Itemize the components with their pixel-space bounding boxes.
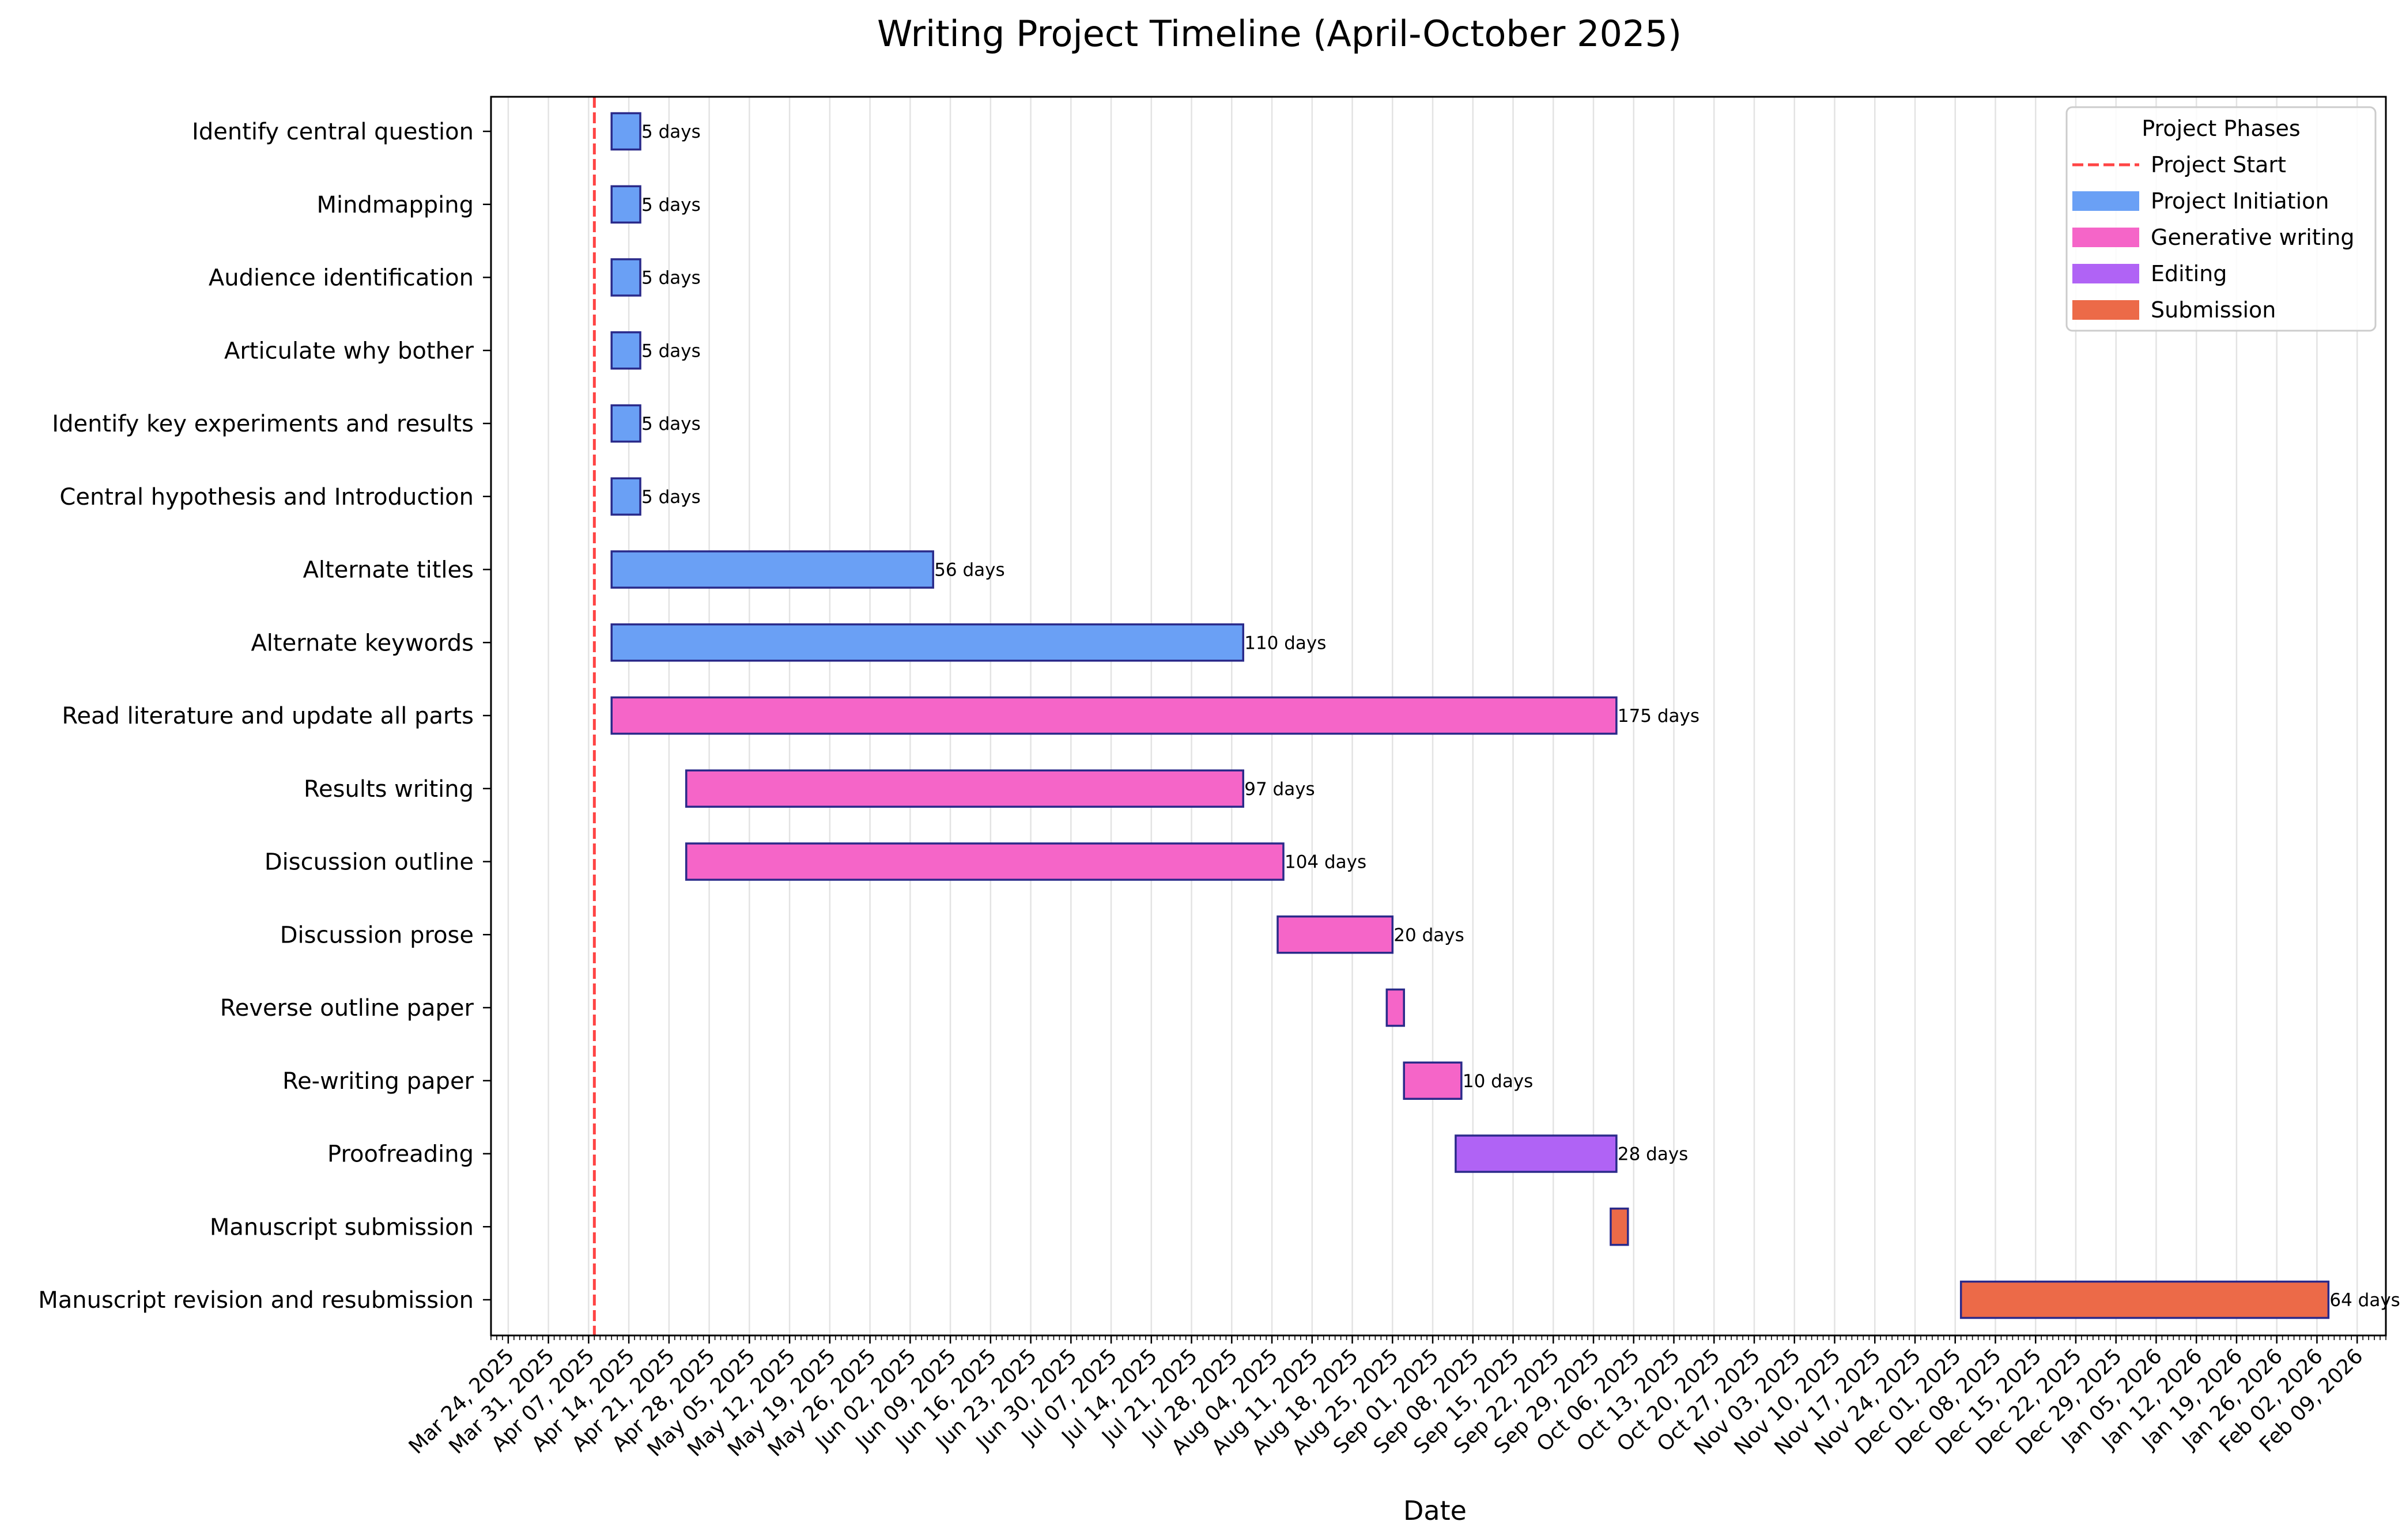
- y-tick-label: Articulate why bother: [224, 338, 474, 364]
- task-bar: [610, 185, 641, 224]
- chart-title: Writing Project Timeline (April-October …: [877, 13, 1682, 55]
- legend-label-generative-writing: Generative writing: [2151, 225, 2355, 250]
- y-tick-label: Manuscript revision and resubmission: [38, 1287, 474, 1314]
- task-bar: [1276, 915, 1394, 954]
- duration-label: 110 days: [1244, 633, 1326, 653]
- y-tick-label: Proofreading: [327, 1141, 474, 1168]
- task-bar: [610, 404, 641, 443]
- legend-label-project-initiation: Project Initiation: [2151, 188, 2329, 214]
- duration-label: 104 days: [1285, 852, 1366, 873]
- plot-frame: [490, 96, 2387, 1337]
- y-tick-label: Re-writing paper: [282, 1068, 474, 1095]
- y-tick-label: Identify central question: [192, 119, 474, 145]
- legend: Project Phases Project Start Project Initi…: [2065, 106, 2377, 332]
- y-tick-label: Central hypothesis and Introduction: [59, 484, 474, 510]
- y-tick-label: Manuscript submission: [210, 1214, 474, 1240]
- task-bar: [610, 696, 1618, 735]
- legend-label-project-start: Project Start: [2151, 152, 2286, 177]
- duration-label: 5 days: [641, 268, 701, 289]
- y-tick-label: Discussion outline: [265, 849, 474, 876]
- legend-swatch-editing: [2072, 264, 2139, 283]
- y-tick-label: Read literature and update all parts: [62, 703, 474, 729]
- duration-label: 20 days: [1393, 925, 1464, 945]
- duration-label: 97 days: [1244, 779, 1315, 800]
- legend-swatch-generative-writing: [2072, 228, 2139, 247]
- duration-label: 28 days: [1618, 1144, 1688, 1165]
- task-bar: [1959, 1280, 2330, 1319]
- legend-label-submission: Submission: [2151, 297, 2276, 323]
- duration-label: 5 days: [641, 487, 701, 508]
- y-tick-label: Mindmapping: [317, 192, 474, 218]
- duration-label: 5 days: [641, 340, 701, 361]
- y-tick-label: Reverse outline paper: [220, 995, 474, 1021]
- task-bar: [1610, 1208, 1629, 1246]
- legend-title: Project Phases: [2142, 116, 2300, 141]
- task-bar: [1403, 1061, 1463, 1100]
- task-bar: [610, 331, 641, 370]
- duration-label: 10 days: [1463, 1071, 1533, 1092]
- legend-box: [2065, 106, 2377, 332]
- legend-swatch-submission: [2072, 300, 2139, 320]
- task-bar: [685, 769, 1244, 808]
- y-tick-label: Audience identification: [209, 265, 474, 292]
- task-bar: [1455, 1134, 1618, 1173]
- duration-label: 56 days: [934, 560, 1004, 581]
- duration-label: 5 days: [641, 195, 701, 215]
- task-bar: [610, 477, 641, 516]
- x-axis-label: Date: [1403, 1495, 1467, 1526]
- duration-label: 5 days: [641, 122, 701, 142]
- duration-label: 64 days: [2329, 1290, 2400, 1311]
- task-bar: [610, 550, 934, 589]
- task-bar: [610, 258, 641, 297]
- y-tick-label: Alternate titles: [303, 557, 474, 584]
- duration-label: 175 days: [1618, 706, 1699, 727]
- duration-label: 5 days: [641, 414, 701, 434]
- y-tick-label: Discussion prose: [280, 922, 474, 948]
- task-bar: [610, 112, 641, 151]
- y-tick-label: Alternate keywords: [251, 630, 474, 656]
- task-bar: [1385, 988, 1405, 1027]
- y-tick-label: Results writing: [304, 776, 474, 803]
- task-bar: [685, 842, 1285, 881]
- bar-layer: 5 days 5 days 5 days 5 days 5 days 5 days 56 d…: [592, 97, 2400, 1335]
- legend-swatch-project-initiation: [2072, 191, 2139, 211]
- legend-label-editing: Editing: [2151, 261, 2227, 286]
- y-tick-label: Identify key experiments and results: [52, 411, 474, 437]
- task-bar: [610, 623, 1244, 662]
